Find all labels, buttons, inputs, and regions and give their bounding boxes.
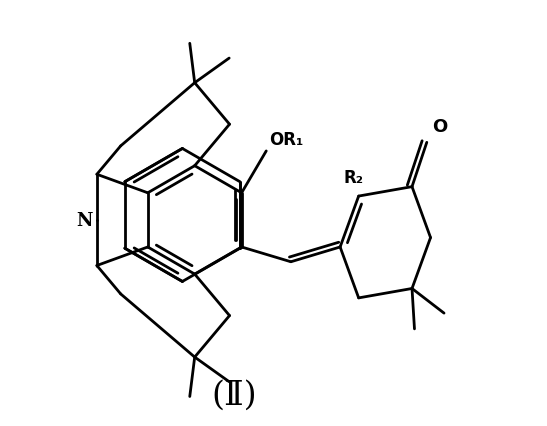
Text: OR₁: OR₁ [269,131,303,149]
Text: O: O [432,118,447,135]
Text: (Ⅱ): (Ⅱ) [211,379,257,411]
Text: R₂: R₂ [344,169,364,187]
Text: N: N [76,211,93,229]
